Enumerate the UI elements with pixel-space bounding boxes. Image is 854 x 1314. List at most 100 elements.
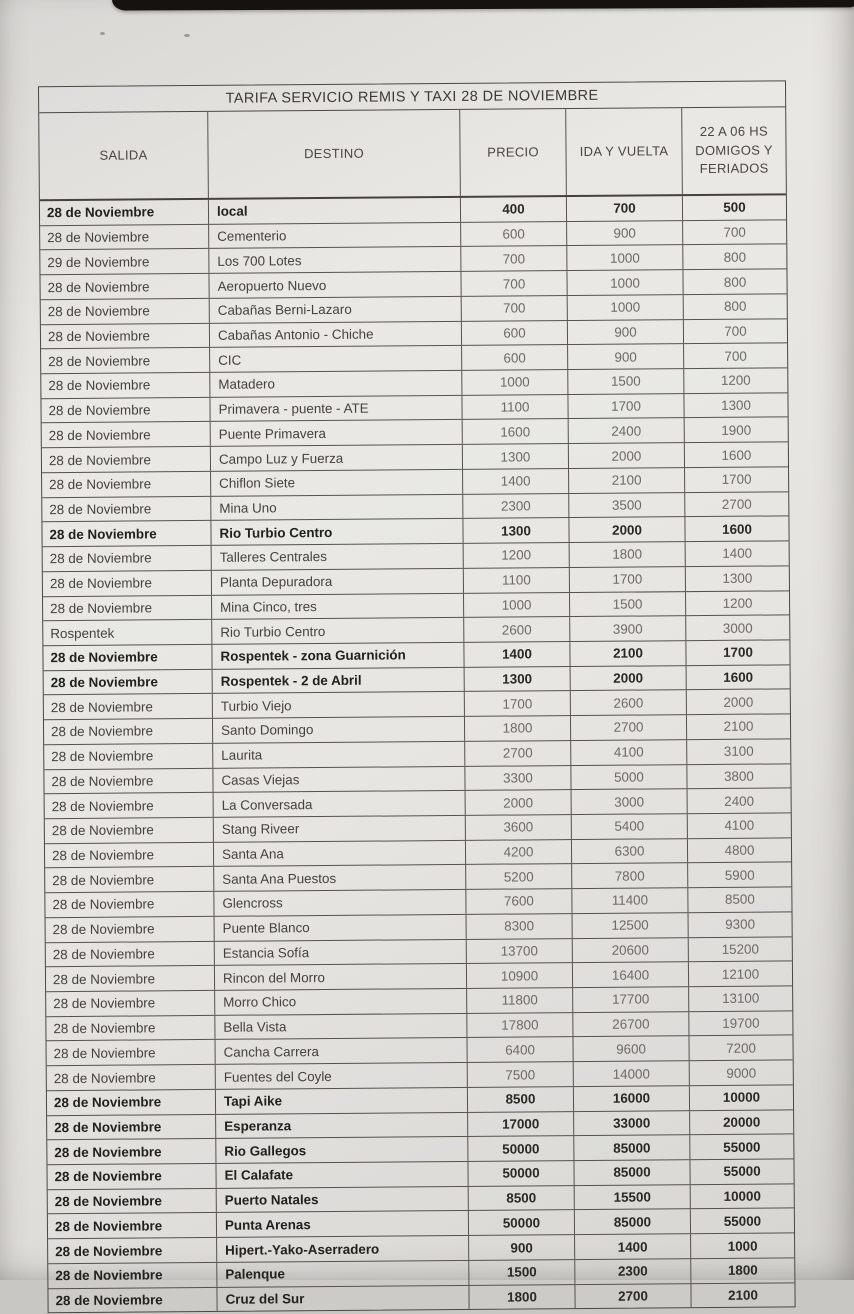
- destino-cell: Matadero: [209, 370, 462, 397]
- salida-cell: 28 de Noviembre: [49, 501, 152, 518]
- salida-cell: 28 de Noviembre: [53, 1045, 156, 1061]
- salida-cell: 28 de Noviembre: [49, 476, 152, 493]
- precio-cell: 1500: [468, 1259, 575, 1285]
- salida-cell: 28 de Noviembre: [53, 1094, 162, 1111]
- ida-y-vuelta-cell: 17700: [572, 987, 689, 1012]
- salida-cell: 28 de Noviembre: [49, 526, 157, 542]
- destino-cell: Bella Vista: [214, 1013, 467, 1040]
- ida-y-vuelta-cell: 2100: [568, 468, 685, 493]
- salida-cell: 28 de Noviembre: [50, 649, 158, 666]
- precio-cell: 8500: [466, 1086, 574, 1112]
- ida-y-vuelta-cell: 20600: [571, 937, 688, 963]
- ida-y-vuelta-cell: 11400: [571, 888, 688, 913]
- nocturno-cell: 13100: [688, 986, 793, 1011]
- salida-cell: 28 de Noviembre: [48, 402, 151, 419]
- precio-cell: 1700: [463, 691, 570, 717]
- salida-cell: 28 de Noviembre: [54, 1119, 162, 1136]
- destino-cell: La Conversada: [212, 791, 465, 817]
- nocturno-cell: 1800: [690, 1258, 795, 1283]
- destino-cell: Punta Arenas: [215, 1211, 469, 1238]
- destino-cell: Aeropuerto Nuevo: [208, 272, 461, 298]
- salida-cell: 28 de Noviembre: [54, 1143, 162, 1160]
- salida-cell: 28 de Noviembre: [53, 995, 156, 1012]
- dark-edge-strip: [111, 0, 854, 11]
- destino-cell: Rio Gallegos: [215, 1137, 468, 1163]
- precio-cell: 8300: [465, 913, 572, 939]
- ida-y-vuelta-cell: 4100: [570, 739, 687, 765]
- destino-cell: Santa Ana Puestos: [213, 865, 466, 892]
- destino-cell: El Calafate: [215, 1161, 468, 1188]
- salida-cell: 28 de Noviembre: [52, 970, 156, 987]
- header-nocturno-feriados: 22 A 06 HS DOMIGOS Y FERIADOS: [681, 107, 786, 195]
- destino-cell: Mina Cinco, tres: [211, 593, 464, 620]
- destino-cell: Casas Viejas: [212, 766, 465, 793]
- header-destino: DESTINO: [207, 109, 460, 198]
- precio-cell: 50000: [467, 1136, 574, 1161]
- precio-cell: 1400: [463, 642, 570, 667]
- ida-y-vuelta-cell: 1700: [567, 393, 684, 419]
- salida-cell: 28 de Noviembre: [48, 377, 151, 394]
- header-salida: SALIDA: [99, 146, 148, 163]
- salida-cell: 28 de Noviembre: [50, 674, 158, 691]
- nocturno-cell: 1600: [684, 516, 789, 542]
- salida-cell: 28 de Noviembre: [51, 723, 154, 740]
- nocturno-cell: 700: [682, 318, 788, 344]
- precio-cell: 10900: [465, 963, 573, 988]
- destino-cell: Palenque: [216, 1260, 469, 1287]
- nocturno-cell: 7200: [688, 1035, 793, 1061]
- precio-cell: 2600: [463, 617, 570, 642]
- ida-y-vuelta-cell: 7800: [571, 863, 688, 889]
- destino-cell: Primavera - puente - ATE: [209, 395, 462, 422]
- nocturno-cell: 1200: [684, 590, 790, 616]
- salida-cell: 28 de Noviembre: [52, 896, 155, 913]
- precio-cell: 7500: [466, 1062, 573, 1087]
- salida-cell: Rospentek: [50, 625, 115, 641]
- ida-y-vuelta-cell: 900: [566, 220, 683, 246]
- precio-cell: 1800: [468, 1284, 575, 1310]
- nocturno-cell: 3800: [686, 763, 791, 789]
- precio-cell: 1300: [461, 444, 569, 469]
- nocturno-cell: 5900: [687, 862, 792, 888]
- paper-speck: [184, 34, 190, 37]
- nocturno-cell: 800: [682, 244, 787, 270]
- precio-cell: 1600: [461, 419, 568, 445]
- nocturno-cell: 1700: [685, 640, 790, 665]
- nocturno-cell: 700: [682, 220, 787, 245]
- precio-cell: 1000: [462, 592, 570, 618]
- nocturno-cell: 800: [682, 269, 787, 295]
- salida-cell: 28 de Noviembre: [48, 451, 151, 468]
- salida-cell: 28 de Noviembre: [55, 1267, 163, 1284]
- precio-cell: 50000: [467, 1161, 574, 1186]
- nocturno-cell: 9300: [687, 912, 792, 937]
- salida-cell: 28 de Noviembre: [47, 328, 151, 345]
- precio-cell: 13700: [465, 938, 572, 964]
- salida-cell: 28 de Noviembre: [53, 1069, 156, 1086]
- destino-cell: Cabañas Antonio - Chiche: [208, 321, 462, 348]
- salida-cell: 28 de Noviembre: [55, 1292, 163, 1309]
- destino-cell: Rospentek - 2 de Abril: [211, 667, 464, 694]
- salida-cell: 28 de Noviembre: [49, 575, 152, 592]
- precio-cell: 3300: [464, 765, 571, 791]
- precio-cell: 2000: [464, 790, 571, 815]
- salida-cell: 28 de Noviembre: [50, 699, 153, 715]
- destino-cell: Turbio Viejo: [211, 692, 464, 718]
- nocturno-cell: 1600: [683, 442, 789, 468]
- destino-cell: Tapi Aike: [214, 1087, 468, 1114]
- salida-cell: 28 de Noviembre: [49, 550, 152, 567]
- destino-cell: Stang Riveer: [212, 815, 465, 842]
- nocturno-cell: 1200: [683, 368, 788, 393]
- precio-cell: 17000: [467, 1111, 574, 1137]
- nocturno-cell: 10000: [688, 1085, 794, 1110]
- salida-cell: 28 de Noviembre: [52, 872, 155, 888]
- ida-y-vuelta-cell: 1700: [568, 566, 685, 592]
- nocturno-cell: 55000: [689, 1208, 795, 1234]
- destino-cell: Puente Blanco: [213, 914, 466, 941]
- nocturno-cell: 2700: [684, 491, 789, 517]
- salida-cell: 28 de Noviembre: [51, 797, 154, 814]
- precio-cell: 3600: [464, 815, 571, 840]
- salida-cell: 28 de Noviembre: [51, 748, 154, 765]
- destino-cell: Rio Turbio Centro: [211, 618, 464, 644]
- destino-cell: Hipert.-Yako-Aserradero: [216, 1236, 469, 1262]
- ida-y-vuelta-cell: 2600: [569, 690, 686, 716]
